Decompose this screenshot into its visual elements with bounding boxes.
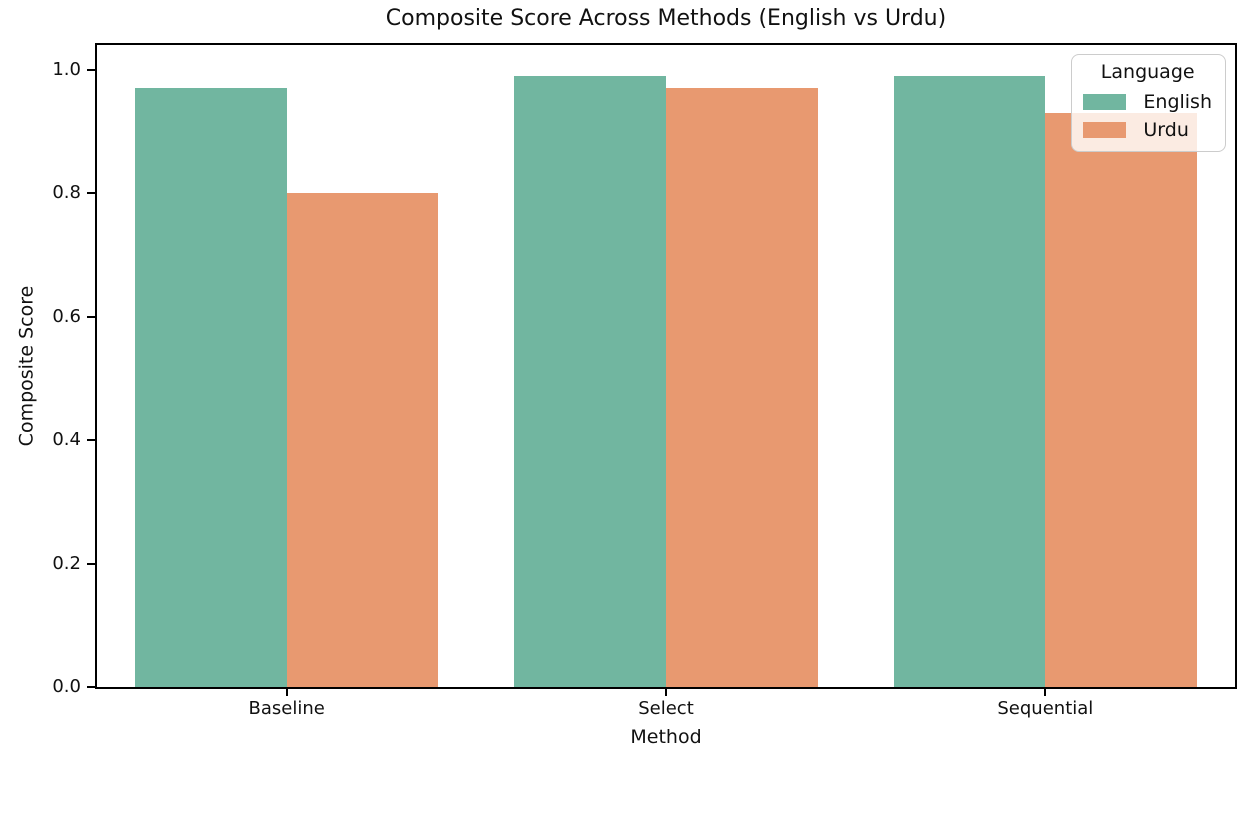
legend-swatch-english: [1083, 94, 1127, 111]
x-tick-label-select: Select: [638, 698, 694, 719]
y-axis-label: Composite Score: [15, 285, 38, 447]
y-tick-mark-0.8: [87, 192, 95, 195]
plot-area: Language English Urdu 0.0 0.2 0.4 0.6 0.8 1.0 B…: [52, 43, 1237, 718]
legend-swatch-urdu: [1083, 122, 1127, 139]
y-tick-label-0.2: 0.2: [52, 552, 81, 574]
legend: Language English Urdu: [1071, 54, 1226, 152]
x-tick-mark-baseline: [285, 689, 288, 696]
y-tick-label-0.8: 0.8: [52, 182, 81, 204]
bar-baseline-english: [134, 88, 287, 687]
legend-title: Language: [1100, 61, 1195, 83]
bar-sequential-english: [893, 75, 1046, 687]
y-tick-label-1.0: 1.0: [52, 58, 81, 80]
y-tick-mark-0.0: [87, 686, 95, 688]
legend-row-urdu: Urdu: [1083, 118, 1212, 141]
y-tick-mark-0.4: [87, 439, 95, 442]
bar-baseline-urdu: [286, 193, 439, 687]
x-tick-label-baseline: Baseline: [248, 698, 325, 719]
y-tick-label-0.6: 0.6: [52, 305, 81, 327]
y-tick-mark-0.6: [87, 315, 95, 318]
y-tick-label-0.4: 0.4: [52, 429, 81, 451]
y-tick-mark-1.0: [87, 68, 95, 71]
bar-select-urdu: [666, 88, 818, 687]
legend-label-urdu: Urdu: [1143, 118, 1189, 141]
legend-entries: English Urdu: [1083, 90, 1212, 141]
bar-select-english: [514, 75, 666, 687]
legend-row-english: English: [1083, 90, 1212, 113]
x-tick-mark-sequential: [1044, 689, 1047, 696]
bar-sequential-urdu: [1045, 112, 1198, 687]
y-tick-mark-0.2: [87, 562, 95, 565]
y-tick-label-0.0: 0.0: [52, 676, 81, 697]
x-axis-label: Method: [630, 726, 702, 748]
x-tick-label-sequential: Sequential: [997, 698, 1094, 719]
chart-title: Composite Score Across Methods (English …: [385, 6, 947, 31]
x-tick-mark-select: [665, 689, 667, 696]
legend-label-english: English: [1143, 90, 1212, 113]
